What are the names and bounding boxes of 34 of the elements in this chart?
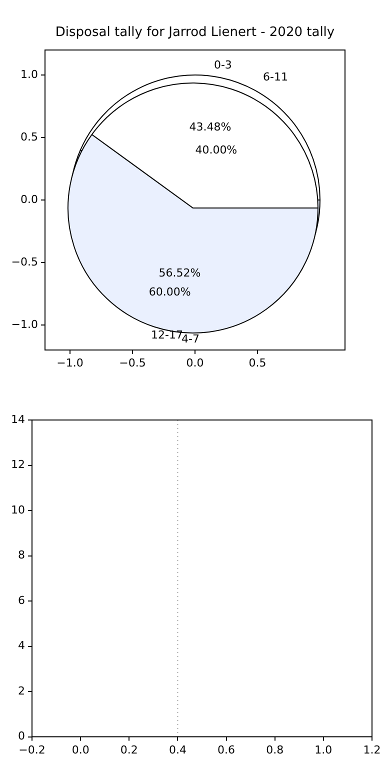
x-tick-label: 0.8: [266, 743, 284, 756]
x-tick-label: −0.2: [18, 743, 46, 756]
y-tick-label: −0.5: [11, 255, 38, 268]
slice-label: 4-7: [182, 332, 200, 346]
y-tick-label: 12: [10, 458, 25, 472]
data-label: 43.48%: [189, 120, 232, 134]
y-tick-label: 14: [10, 412, 25, 426]
slice-label: 6-11: [263, 70, 288, 84]
data-label: 60.00%: [148, 286, 191, 299]
y-tick-label: 0: [18, 730, 25, 743]
x-tick-label: 0.5: [248, 356, 266, 370]
x-tick-label: 0.0: [186, 356, 204, 370]
x-tick-label: 0.4: [168, 743, 186, 756]
x-tick-label: 0.6: [218, 743, 236, 756]
y-tick-label: 1.0: [20, 68, 38, 81]
x-tick-label: 1.0: [314, 743, 332, 756]
y-tick-label: 0.0: [20, 192, 38, 206]
x-tick-label: 0.0: [72, 743, 90, 756]
slice-label: 12-17: [151, 328, 184, 342]
y-tick-label: 4: [18, 639, 25, 652]
data-label: 56.52%: [158, 266, 201, 280]
y-tick-label: 8: [18, 548, 25, 562]
y-tick-label: 10: [10, 503, 25, 516]
y-tick-label: 6: [18, 594, 25, 607]
slice-label: 0-3: [214, 58, 232, 72]
x-tick-label: 1.2: [363, 743, 381, 756]
chart-title: Disposal tally for Jarrod Lienert - 2020 tally: [55, 25, 335, 40]
x-tick-label: 0.2: [120, 743, 138, 756]
x-tick-label: −1.0: [56, 356, 84, 370]
y-tick-label: 0.5: [20, 130, 38, 144]
data-label: 40.00%: [195, 143, 238, 156]
y-tick-label: 2: [18, 684, 25, 698]
x-tick-label: −0.5: [119, 356, 146, 370]
y-tick-label: −1.0: [11, 318, 38, 331]
